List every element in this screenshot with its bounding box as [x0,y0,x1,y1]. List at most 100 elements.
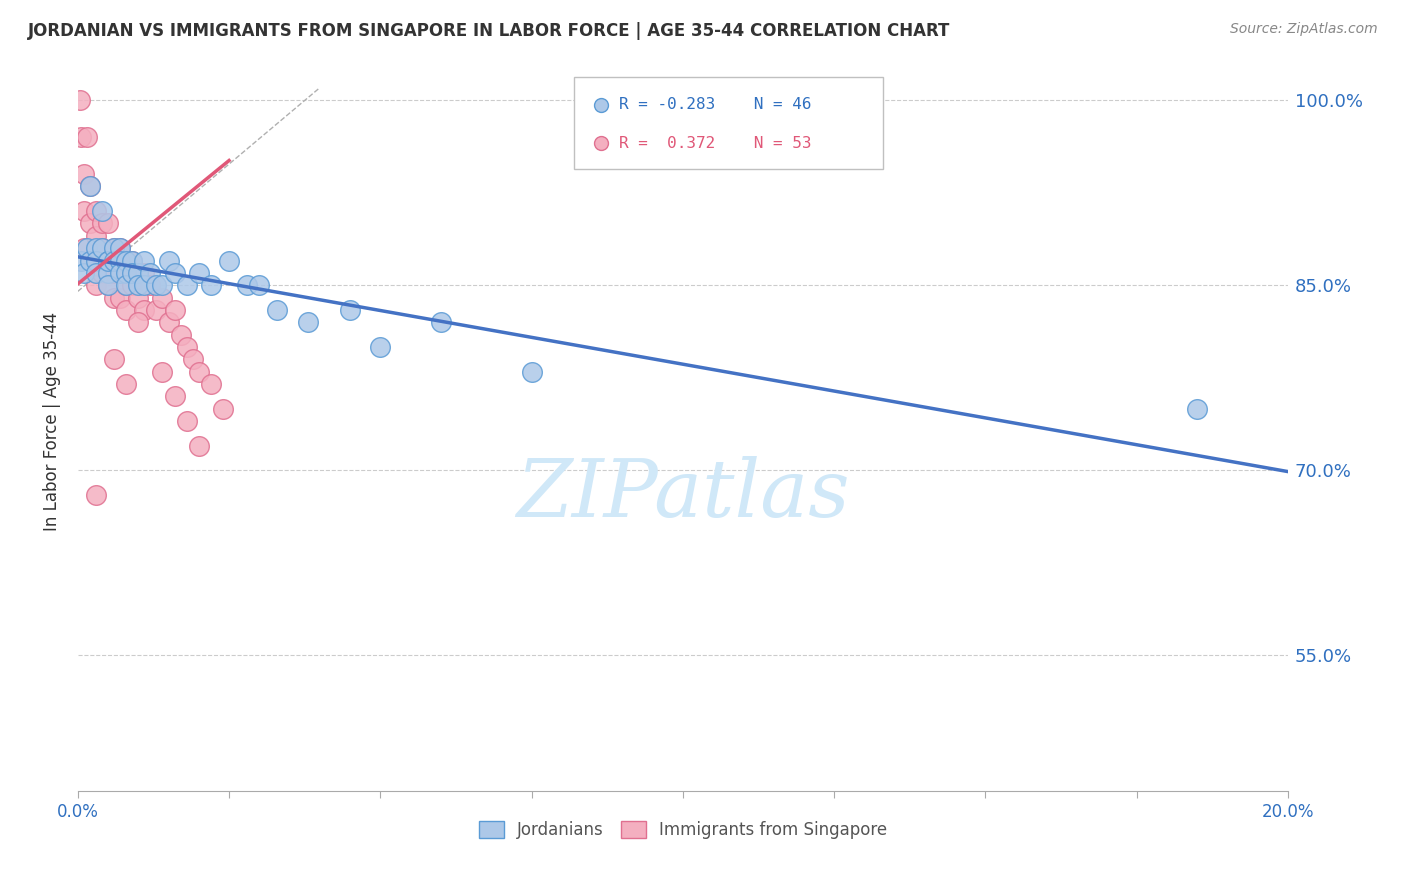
Point [84,266,107,280]
Point [115,253,138,268]
Point [79,217,101,231]
Point [108,253,131,268]
Point [97,278,120,293]
Point [84,204,107,219]
Point [103,241,125,255]
Point [91,241,114,255]
Point [79,253,101,268]
Point [103,266,125,280]
Text: Source: ZipAtlas.com: Source: ZipAtlas.com [1230,22,1378,37]
Point [145,278,167,293]
Point [69,253,91,268]
Point [79,253,101,268]
Point [115,278,138,293]
Point [79,179,101,194]
FancyBboxPatch shape [574,77,883,169]
Point [430,315,453,329]
Point [266,302,288,317]
Point [97,253,120,268]
Point [73,167,96,181]
Text: R =  0.372    N = 53: R = 0.372 N = 53 [619,136,811,151]
Point [69,130,91,145]
Point [200,376,222,391]
Point [108,266,131,280]
Point [115,376,138,391]
Point [127,291,149,305]
Point [108,241,131,255]
Point [127,266,149,280]
Point [134,266,156,280]
Point [1185,401,1208,416]
Point [79,179,101,194]
Point [520,365,543,379]
Point [108,241,131,255]
Point [218,253,240,268]
Point [187,266,209,280]
Point [134,278,156,293]
Point [187,439,209,453]
Point [91,241,114,255]
Point [84,253,107,268]
Point [76,130,98,145]
Point [91,266,114,280]
Point [115,253,138,268]
Legend: Jordanians, Immigrants from Singapore: Jordanians, Immigrants from Singapore [472,814,894,846]
Point [84,253,107,268]
Point [115,278,138,293]
Point [97,253,120,268]
Point [236,278,259,293]
Point [73,204,96,219]
Point [121,253,143,268]
Point [91,217,114,231]
Point [247,278,270,293]
Point [134,253,156,268]
Point [134,302,156,317]
Point [84,278,107,293]
Point [103,241,125,255]
Point [73,241,96,255]
Point [187,365,209,379]
Point [97,217,120,231]
Point [97,278,120,293]
Point [97,253,120,268]
Point [103,291,125,305]
Point [163,389,186,403]
Text: ZIPatlas: ZIPatlas [516,457,849,533]
Point [163,302,186,317]
Point [84,241,107,255]
Point [121,253,143,268]
Text: R = -0.283    N = 46: R = -0.283 N = 46 [619,97,811,112]
Point [181,352,204,367]
Point [200,278,222,293]
Point [73,266,96,280]
Point [212,401,235,416]
Point [108,291,131,305]
Point [176,414,198,428]
Point [339,302,361,317]
Point [157,315,180,329]
Point [97,266,120,280]
Point [115,302,138,317]
Point [127,315,149,329]
Point [152,278,174,293]
Point [115,266,138,280]
Point [145,302,167,317]
Point [84,488,107,502]
Point [297,315,319,329]
Point [157,253,180,268]
Point [127,278,149,293]
Point [139,266,162,280]
Y-axis label: In Labor Force | Age 35-44: In Labor Force | Age 35-44 [44,311,60,531]
Point [69,93,91,107]
Point [103,253,125,268]
Point [127,266,149,280]
Text: JORDANIAN VS IMMIGRANTS FROM SINGAPORE IN LABOR FORCE | AGE 35-44 CORRELATION CH: JORDANIAN VS IMMIGRANTS FROM SINGAPORE I… [28,22,950,40]
Point [108,266,131,280]
Point [121,278,143,293]
Point [370,340,392,354]
Point [103,352,125,367]
Point [91,204,114,219]
Point [176,278,198,293]
Point [152,291,174,305]
Point [84,228,107,243]
